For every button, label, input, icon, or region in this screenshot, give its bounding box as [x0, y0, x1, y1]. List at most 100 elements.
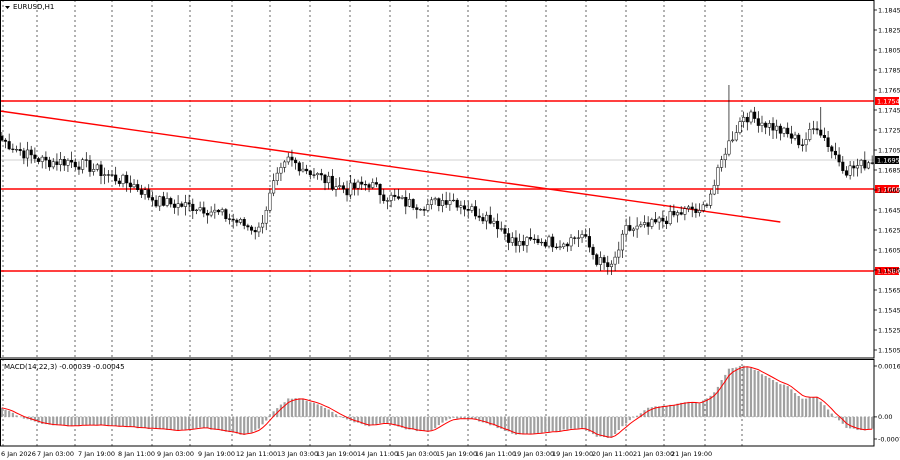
- candle-bear: [444, 200, 448, 205]
- candle-bear: [771, 123, 775, 131]
- candle-bear: [573, 237, 577, 239]
- candle-bear: [591, 246, 595, 255]
- candle-bull: [499, 228, 503, 230]
- y-tick-label: 1.1705: [878, 146, 900, 154]
- candle-bear: [242, 219, 246, 226]
- candle-bear: [374, 182, 378, 185]
- x-tick-label: 9 Jan 03:00: [157, 450, 194, 458]
- candle-bull: [609, 263, 613, 268]
- y-tick-label: 1.1805: [878, 46, 900, 54]
- candle-bear: [205, 213, 210, 216]
- y-tick-label: 1.1605: [878, 246, 900, 254]
- candle-bear: [352, 182, 356, 189]
- candle-bull: [279, 167, 283, 174]
- candle-bull: [749, 111, 753, 123]
- candle-bull: [213, 209, 217, 213]
- candle-bear: [587, 236, 591, 248]
- candle-bear: [360, 181, 364, 185]
- candle-bear: [529, 237, 533, 240]
- candle-bull: [727, 140, 731, 155]
- candle-bear: [62, 159, 66, 166]
- candle-bull: [158, 196, 162, 207]
- price-level-label: 1.1754: [877, 97, 900, 105]
- candle-bull: [723, 153, 727, 161]
- candle-bear: [830, 146, 834, 152]
- candle-bull: [859, 159, 863, 166]
- candle-bear: [202, 207, 206, 214]
- candle-bull: [804, 139, 808, 146]
- y-tick-label: 1.1505: [878, 346, 900, 354]
- candle-bull: [183, 202, 187, 207]
- candle-bear: [532, 238, 536, 241]
- candle-bear: [536, 238, 540, 244]
- candle-bull: [132, 184, 136, 188]
- candle-bear: [422, 209, 426, 211]
- candle-bear: [477, 215, 481, 218]
- candle-bull: [866, 162, 871, 169]
- y-tick-label: 1.1625: [878, 226, 900, 234]
- candle-bear: [672, 211, 676, 216]
- candle-bear: [106, 174, 110, 176]
- y-tick-label: 1.1845: [878, 6, 900, 14]
- y-tick-label: 1.1645: [878, 206, 900, 214]
- candle-bear: [797, 134, 801, 146]
- candle-bear: [341, 185, 345, 190]
- candle-bull: [709, 193, 713, 206]
- candle-bull: [51, 161, 55, 168]
- candle-bull: [198, 207, 202, 211]
- candle-bear: [367, 184, 371, 188]
- candle-bear: [319, 173, 323, 176]
- candle-bull: [433, 198, 437, 201]
- candle-bull: [264, 210, 268, 224]
- candle-bull: [66, 160, 70, 166]
- trendline-layer[interactable]: [0, 110, 781, 223]
- candle-bear: [481, 217, 485, 222]
- candle-bear: [136, 184, 140, 190]
- chevron-down-icon[interactable]: [5, 6, 10, 9]
- price-level-tag: [875, 185, 899, 193]
- candle-bear: [73, 161, 77, 168]
- candle-bull: [327, 175, 331, 184]
- horizontal-levels[interactable]: 1.1754 1.1666 1.1584 1.1695: [0, 97, 900, 275]
- candle-bull: [558, 246, 562, 248]
- x-tick-label: 12 Jan 11:00: [236, 450, 277, 458]
- candle-bear: [150, 197, 154, 201]
- trendline[interactable]: [0, 110, 781, 223]
- candle-bull: [569, 237, 573, 247]
- candle-bear: [231, 218, 235, 221]
- x-tick-label: 16 Jan 11:00: [475, 450, 516, 458]
- candle-bull: [811, 128, 815, 130]
- candle-bear: [169, 198, 173, 205]
- candle-bear: [224, 209, 228, 220]
- x-tick-label: 21 Jan 03:00: [633, 450, 674, 458]
- candle-bull: [272, 180, 276, 194]
- candle-bear: [694, 208, 698, 213]
- candle-bull: [407, 199, 411, 207]
- candle-bull: [92, 169, 96, 172]
- candle-bear: [653, 219, 658, 223]
- candle-bull: [734, 132, 738, 141]
- candle-bull: [268, 192, 272, 211]
- candle-bear: [844, 170, 848, 176]
- macd-title: MACD(14,22,3) -0.00039 -0.00045: [4, 363, 125, 371]
- y-tick-label: 1.1825: [878, 26, 900, 34]
- candle-bear: [661, 217, 665, 222]
- macd-panel-frame: [0, 359, 875, 447]
- candle-bull: [848, 165, 852, 176]
- candle-bull: [642, 222, 647, 225]
- candle-bear: [488, 214, 492, 224]
- candle-bull: [301, 168, 305, 172]
- symbol-header[interactable]: EURUSD,H1: [5, 3, 54, 11]
- candle-bear: [378, 183, 382, 196]
- candle-bear: [437, 198, 441, 207]
- candle-bear: [11, 148, 15, 150]
- candle-bear: [466, 208, 470, 211]
- candle-bull: [275, 172, 279, 181]
- candle-bull: [400, 196, 404, 199]
- candle-bull: [103, 174, 107, 176]
- candle-bull: [257, 226, 261, 233]
- candle-bull: [286, 156, 290, 163]
- candle-bull: [209, 211, 213, 216]
